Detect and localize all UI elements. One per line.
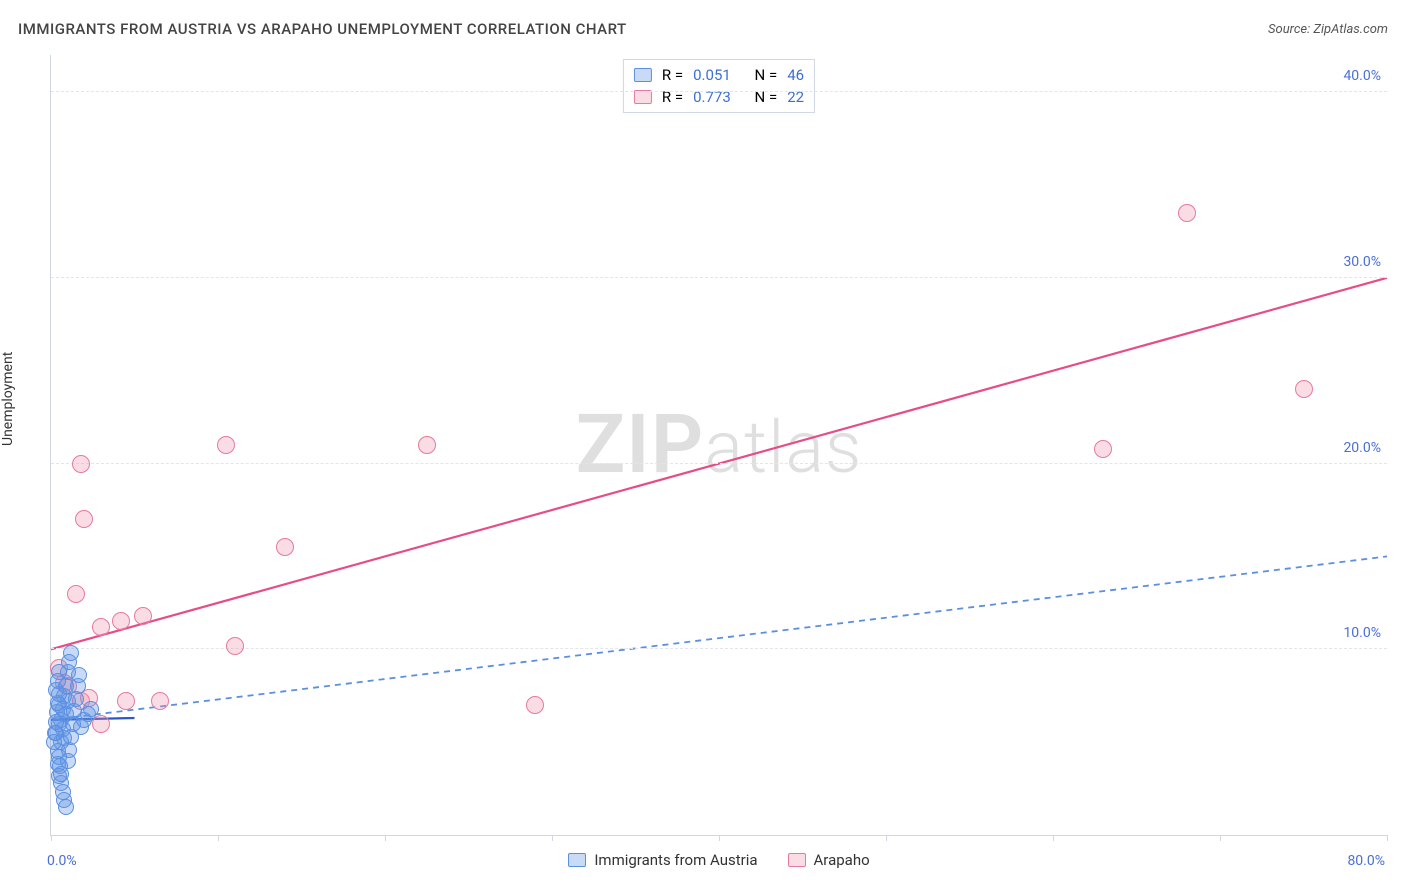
r-label: R = (662, 66, 683, 84)
r-value-blue: 0.051 (693, 66, 731, 84)
trendlines-svg (51, 55, 1387, 835)
data-point (217, 436, 235, 454)
source-label: Source: ZipAtlas.com (1268, 22, 1388, 37)
x-tick-label: 80.0% (1347, 853, 1385, 869)
y-axis-label: Unemployment (0, 352, 16, 446)
data-point (151, 692, 169, 710)
y-tick-label: 30.0% (1343, 254, 1381, 270)
y-tick-label: 40.0% (1343, 68, 1381, 84)
swatch-pink-icon (788, 853, 806, 867)
data-point (83, 701, 99, 717)
gridline-h (51, 277, 1387, 278)
x-tick (1387, 835, 1388, 841)
n-value-blue: 46 (787, 66, 804, 84)
data-point (226, 637, 244, 655)
legend-label-pink: Arapaho (814, 851, 870, 869)
chart-title: IMMIGRANTS FROM AUSTRIA VS ARAPAHO UNEMP… (18, 20, 627, 38)
x-tick (1220, 835, 1221, 841)
data-point (112, 612, 130, 630)
data-point (117, 692, 135, 710)
data-point (63, 645, 79, 661)
data-point (72, 455, 90, 473)
data-point (418, 436, 436, 454)
stats-row-blue: R = 0.051 N = 46 (634, 64, 804, 86)
trendline (51, 556, 1387, 719)
n-label: N = (755, 66, 778, 84)
data-point (92, 618, 110, 636)
x-tick (218, 835, 219, 841)
stats-legend: R = 0.051 N = 46 R = 0.773 N = 22 (623, 59, 815, 113)
data-point (75, 510, 93, 528)
data-point (1094, 440, 1112, 458)
legend-item-pink: Arapaho (788, 851, 870, 869)
gridline-h (51, 91, 1387, 92)
y-tick-label: 20.0% (1343, 440, 1381, 456)
x-tick (886, 835, 887, 841)
y-tick-label: 10.0% (1343, 625, 1381, 641)
gridline-h (51, 648, 1387, 649)
data-point (71, 667, 87, 683)
data-point (1178, 204, 1196, 222)
series-legend: Immigrants from Austria Arapaho (51, 851, 1387, 869)
data-point (58, 799, 74, 815)
data-point (51, 664, 67, 680)
data-point (53, 766, 69, 782)
swatch-blue-icon (634, 68, 652, 82)
data-point (1295, 380, 1313, 398)
x-tick (552, 835, 553, 841)
gridline-h (51, 463, 1387, 464)
data-point (134, 607, 152, 625)
legend-label-blue: Immigrants from Austria (594, 851, 757, 869)
data-point (67, 585, 85, 603)
x-tick (385, 835, 386, 841)
x-tick-label: 0.0% (47, 853, 77, 869)
plot-area: ZIPatlas R = 0.051 N = 46 R = 0.773 N = … (50, 55, 1387, 836)
legend-item-blue: Immigrants from Austria (568, 851, 757, 869)
x-tick (1053, 835, 1054, 841)
x-tick (51, 835, 52, 841)
swatch-blue-icon (568, 853, 586, 867)
data-point (526, 696, 544, 714)
stats-row-pink: R = 0.773 N = 22 (634, 86, 804, 108)
data-point (51, 686, 67, 702)
x-tick (719, 835, 720, 841)
data-point (276, 538, 294, 556)
